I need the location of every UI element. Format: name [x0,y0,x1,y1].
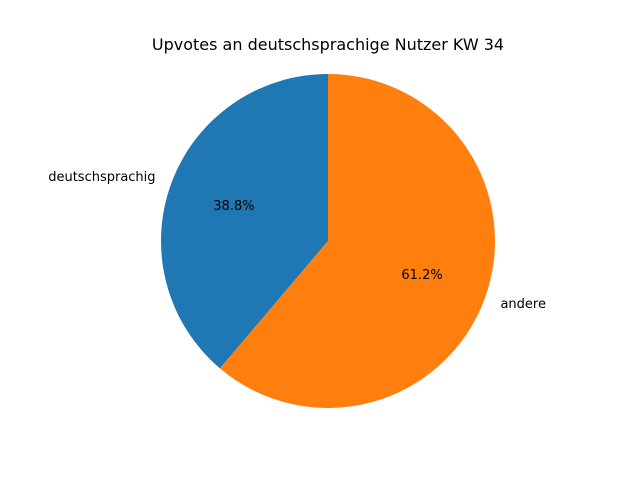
pie-slice-deutschsprachig [161,74,328,369]
pie-labels: deutschsprachig 38.8% andere 61.2% [48,170,546,312]
slice-percentage-deutschsprachig: 38.8% [213,199,254,214]
chart-title: Upvotes an deutschsprachige Nutzer KW 34 [152,35,504,54]
slice-label-deutschsprachig: deutschsprachig [48,170,155,185]
slice-label-andere: andere [500,297,546,312]
slice-percentage-andere: 61.2% [401,268,442,283]
pie-slice-andere [219,74,495,408]
pie-slices [161,74,495,408]
